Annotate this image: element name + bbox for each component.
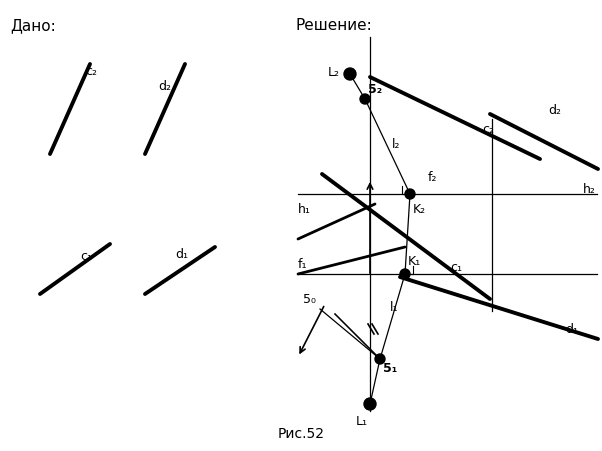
Text: L₂: L₂ — [328, 66, 340, 79]
Text: Решение:: Решение: — [295, 18, 372, 33]
Text: f₂: f₂ — [428, 171, 438, 184]
Text: K₂: K₂ — [413, 202, 426, 216]
Text: d₂: d₂ — [548, 103, 561, 116]
Text: L₁: L₁ — [356, 414, 368, 427]
Text: Дано:: Дано: — [10, 18, 56, 33]
Text: c₂: c₂ — [482, 123, 494, 136]
Text: Рис.52: Рис.52 — [278, 426, 324, 440]
Circle shape — [400, 269, 410, 279]
Text: c₁: c₁ — [80, 249, 92, 262]
Circle shape — [405, 189, 415, 199]
Circle shape — [364, 398, 376, 410]
Text: f₁: f₁ — [298, 258, 308, 271]
Text: K₁: K₁ — [408, 254, 421, 267]
Text: l₂: l₂ — [392, 138, 400, 151]
Circle shape — [360, 95, 370, 105]
Text: c₂: c₂ — [85, 65, 97, 78]
Text: l₁: l₁ — [390, 301, 399, 314]
Text: h₂: h₂ — [583, 183, 596, 196]
Text: 5₀: 5₀ — [303, 293, 316, 306]
Text: 5₂: 5₂ — [368, 83, 382, 96]
Text: h₁: h₁ — [298, 203, 311, 216]
Text: d₁: d₁ — [565, 323, 578, 336]
Circle shape — [375, 354, 385, 364]
Text: d₂: d₂ — [158, 80, 171, 93]
Circle shape — [344, 69, 356, 81]
Text: d₁: d₁ — [175, 248, 188, 260]
Text: c₁: c₁ — [450, 261, 462, 274]
Text: 5₁: 5₁ — [383, 361, 397, 374]
